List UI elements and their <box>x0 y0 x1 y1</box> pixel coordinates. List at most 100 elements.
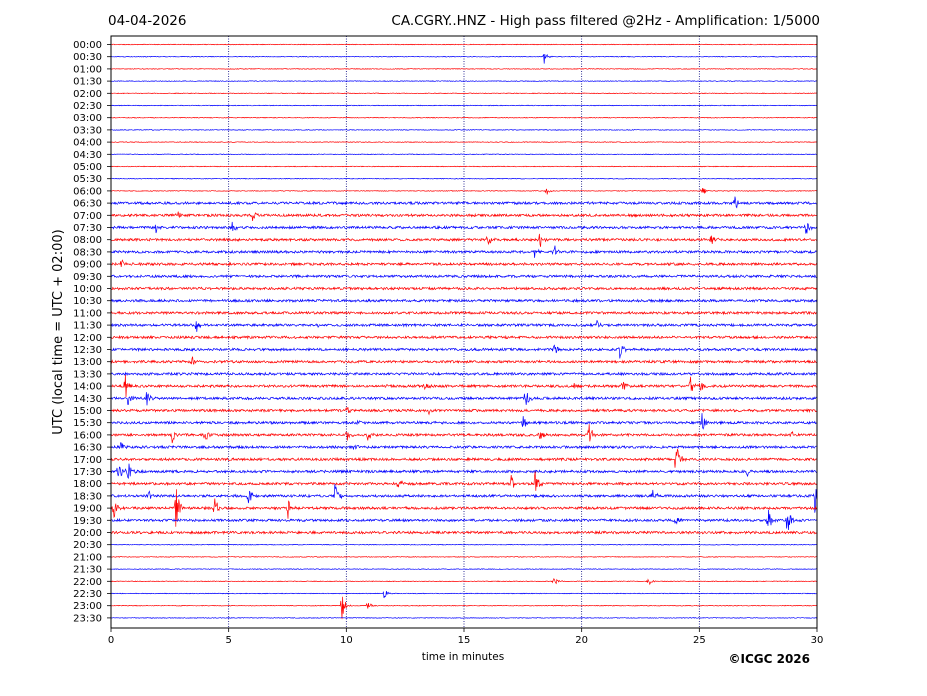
trace-line <box>110 568 817 570</box>
trace-line <box>110 484 817 513</box>
trace-line <box>110 80 817 82</box>
row-time-label: 11:30 <box>73 321 102 332</box>
row-time-label: 23:30 <box>73 613 102 624</box>
x-axis-ticks: 0 5 10 15 20 25 30 <box>108 628 824 646</box>
trace-line <box>110 489 817 527</box>
row-time-label: 18:00 <box>73 479 102 490</box>
trace-line <box>110 424 817 444</box>
row-time-label: 06:00 <box>73 186 102 197</box>
trace-line <box>110 116 817 119</box>
row-time-label: 21:00 <box>73 552 102 563</box>
x-tick-label: 0 <box>108 635 114 646</box>
trace-line <box>110 310 817 316</box>
row-time-label: 20:00 <box>73 528 102 539</box>
row-time-label: 17:00 <box>73 455 102 466</box>
row-time-label: 09:30 <box>73 272 102 283</box>
plot-frame <box>110 35 818 629</box>
row-time-label: 14:00 <box>73 382 102 393</box>
trace-line <box>110 141 817 143</box>
vertical-gridlines <box>228 36 700 628</box>
row-time-label: 15:30 <box>73 418 102 429</box>
trace-line <box>110 578 817 586</box>
trace-line <box>110 196 817 209</box>
trace-line <box>110 334 817 340</box>
row-time-label: 17:30 <box>73 467 102 478</box>
date-label: 04-04-2026 <box>108 13 186 29</box>
trace-line <box>110 471 817 491</box>
trace-line <box>110 530 817 536</box>
row-time-label: 03:00 <box>73 113 102 124</box>
y-axis-title: UTC (local time = UTC + 02:00) <box>51 229 66 434</box>
x-tick-label: 30 <box>811 635 824 646</box>
row-time-label: 07:00 <box>73 211 102 222</box>
trace-line <box>110 233 817 247</box>
row-time-label: 02:00 <box>73 89 102 100</box>
chart-title: CA.CGRY..HNZ - High pass filtered @2Hz -… <box>391 13 820 29</box>
row-time-label: 04:30 <box>73 150 102 161</box>
row-time-label: 21:30 <box>73 565 102 576</box>
row-time-label: 15:00 <box>73 406 102 417</box>
row-time-label: 06:30 <box>73 199 102 210</box>
row-time-label: 10:00 <box>73 284 102 295</box>
trace-line <box>110 596 817 620</box>
row-time-label: 01:30 <box>73 77 102 88</box>
x-tick-label: 10 <box>340 635 353 646</box>
trace-line <box>110 188 817 195</box>
trace-line <box>110 245 817 258</box>
trace-line <box>110 356 817 365</box>
trace-line <box>110 556 817 558</box>
trace-line <box>110 442 817 450</box>
row-time-label: 16:30 <box>73 443 102 454</box>
trace-line <box>110 320 817 332</box>
row-time-label: 11:00 <box>73 308 102 319</box>
row-time-label: 09:00 <box>73 260 102 271</box>
x-tick-label: 5 <box>225 635 231 646</box>
trace-line <box>110 286 817 291</box>
trace-line <box>110 617 817 619</box>
row-time-label: 12:00 <box>73 333 102 344</box>
trace-line <box>110 43 817 46</box>
trace-line <box>110 413 817 430</box>
row-time-label: 05:30 <box>73 174 102 185</box>
row-time-label: 22:30 <box>73 589 102 600</box>
trace-line <box>110 406 817 416</box>
row-time-label: 00:30 <box>73 52 102 63</box>
trace-rows <box>110 43 817 620</box>
x-tick-label: 20 <box>575 635 588 646</box>
trace-line <box>110 543 817 546</box>
x-tick-label: 25 <box>693 635 706 646</box>
trace-line <box>110 509 817 531</box>
row-time-label: 04:00 <box>73 138 102 149</box>
row-time-label: 08:00 <box>73 235 102 246</box>
trace-line <box>110 104 817 107</box>
row-time-label: 08:30 <box>73 247 102 258</box>
trace-line <box>110 165 817 168</box>
trace-line <box>110 92 817 95</box>
trace-line <box>110 344 817 359</box>
trace-line <box>110 374 817 398</box>
row-time-label: 07:30 <box>73 223 102 234</box>
trace-line <box>110 68 817 70</box>
row-time-label: 02:30 <box>73 101 102 112</box>
row-time-label: 19:30 <box>73 516 102 527</box>
trace-line <box>110 371 817 377</box>
row-time-label: 13:00 <box>73 357 102 368</box>
trace-line <box>110 129 817 131</box>
row-time-label: 13:30 <box>73 369 102 380</box>
row-time-label: 18:30 <box>73 491 102 502</box>
x-tick-label: 15 <box>458 635 471 646</box>
row-time-label: 14:30 <box>73 394 102 405</box>
copyright-label: ©ICGC 2026 <box>728 652 810 666</box>
trace-line <box>110 259 817 268</box>
row-time-label: 22:00 <box>73 577 102 588</box>
x-axis-title: time in minutes <box>422 651 504 663</box>
row-time-label: 10:30 <box>73 296 102 307</box>
trace-line <box>110 463 817 480</box>
trace-line <box>110 392 817 406</box>
row-time-label: 00:00 <box>73 40 102 51</box>
row-time-label: 23:00 <box>73 601 102 612</box>
trace-line <box>110 273 817 279</box>
trace-line <box>110 53 817 64</box>
